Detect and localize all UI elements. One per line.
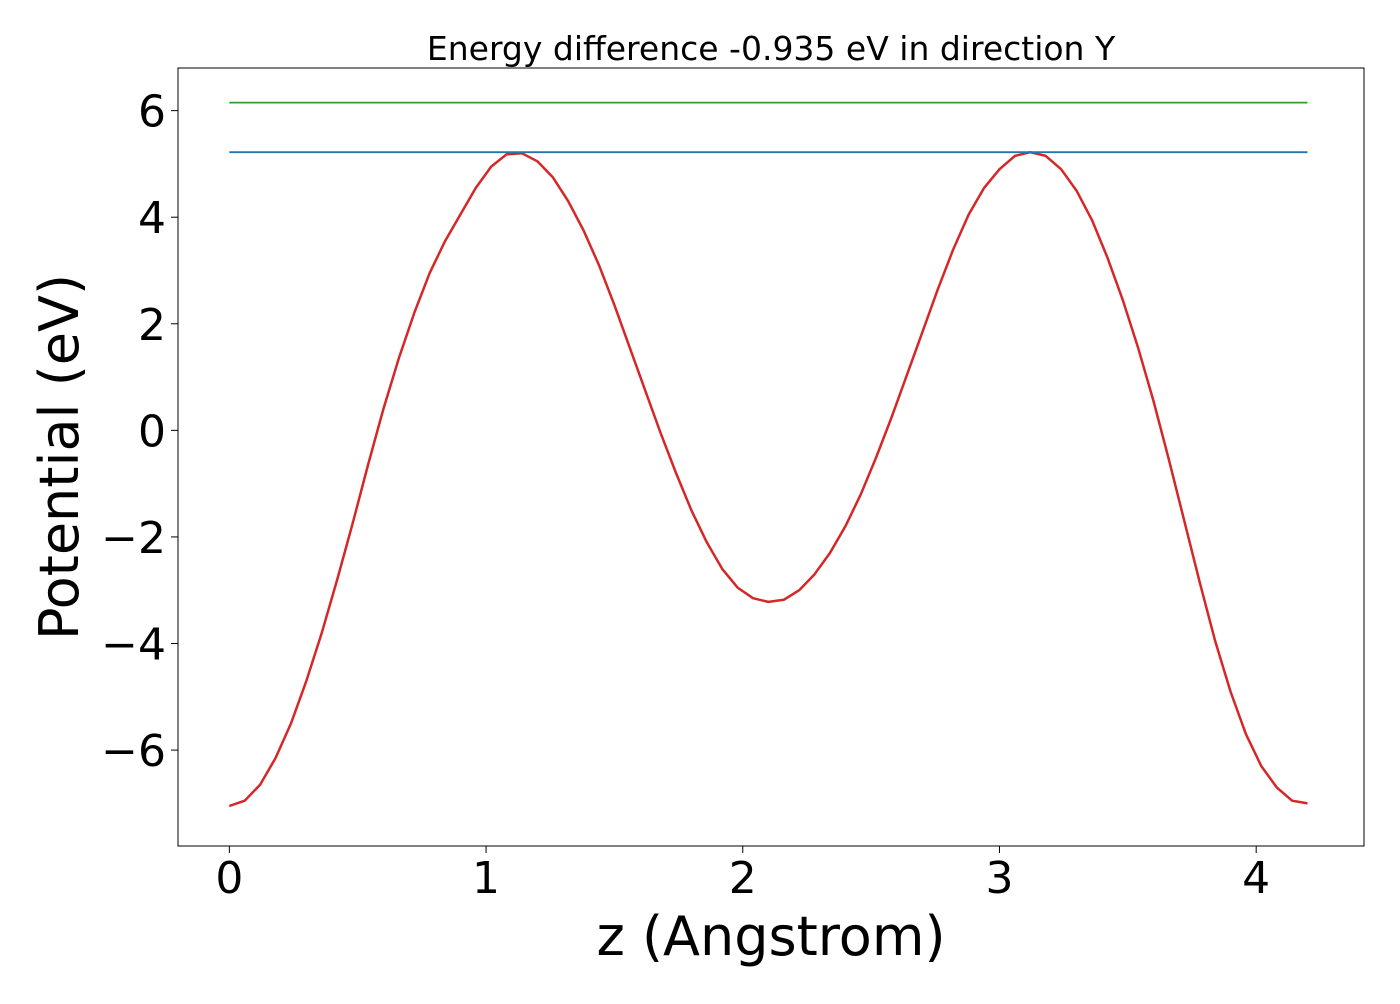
potential-curve-line-0 [228, 150, 1308, 808]
x-tick-label: 0 [215, 853, 243, 904]
y-tick-label: −4 [101, 620, 166, 671]
y-tick-label: 6 [138, 87, 166, 138]
x-axis-label: z (Angstrom) [596, 905, 945, 968]
chart-title: Energy difference -0.935 eV in direction… [427, 29, 1116, 68]
x-tick-label: 1 [472, 853, 500, 904]
x-ticks: 0 1 2 3 4 [215, 846, 1270, 904]
y-ticks: −6 −4 −2 0 2 4 6 [101, 87, 178, 777]
x-tick-label: 2 [729, 853, 757, 904]
y-axis-label: Potential (eV) [28, 274, 91, 640]
y-tick-label: 0 [138, 406, 166, 457]
y-tick-label: 4 [138, 193, 166, 244]
x-tick-label: 3 [985, 853, 1013, 904]
series-layer [228, 101, 1308, 808]
y-tick-label: 2 [138, 300, 166, 351]
y-tick-label: −6 [101, 726, 166, 777]
y-tick-label: −2 [101, 513, 166, 564]
plot-frame [177, 67, 1365, 847]
x-tick-label: 4 [1242, 853, 1270, 904]
